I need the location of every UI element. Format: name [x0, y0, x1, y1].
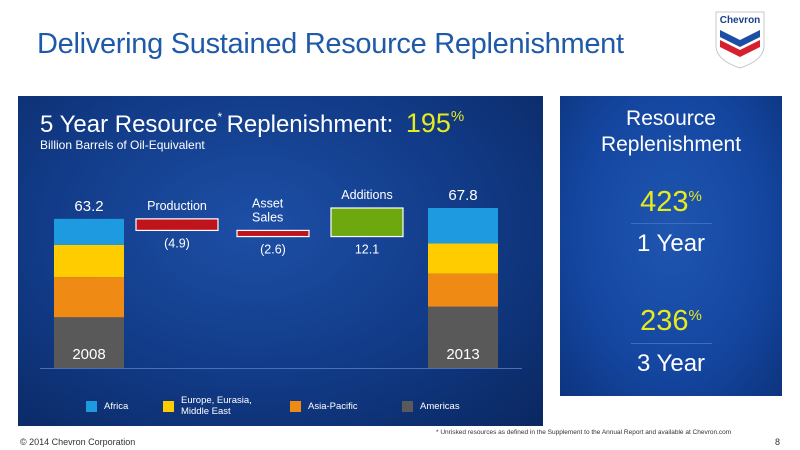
change-value-label: (2.6)	[260, 243, 286, 257]
replenishment-title: Resource Replenishment	[600, 107, 742, 156]
legend-label: Americas	[420, 401, 460, 412]
metric-3yr-unit: %	[688, 307, 702, 324]
chevron-logo: Chevron	[712, 6, 768, 70]
chart-title-suffix: Replenishment:	[226, 111, 394, 138]
change-bar	[135, 218, 219, 232]
metric-3yr-value: 236%	[560, 305, 782, 338]
bar-segment-2008	[54, 244, 124, 278]
legend-label: Europe, Eurasia, Middle East	[181, 395, 252, 417]
bar-segment-2008	[54, 317, 124, 368]
change-bar	[236, 229, 310, 238]
metric-divider	[631, 223, 712, 224]
change-category-label: Production	[147, 199, 207, 213]
replenishment-unit: %	[450, 108, 465, 125]
copyright: © 2014 Chevron Corporation	[20, 437, 136, 447]
legend-label: Africa	[104, 401, 129, 412]
metric-1yr-label: 1 Year	[636, 230, 706, 257]
bar-category-label: 2008	[72, 346, 105, 363]
legend-item: Asia-Pacific	[290, 401, 358, 412]
bar-segment-2013	[428, 208, 498, 244]
chart-legend: Africa Europe, Eurasia, Middle East Asia-P…	[18, 392, 543, 426]
bar-segment-2008	[54, 218, 124, 245]
metric-3yr-label: 3 Year	[636, 350, 706, 377]
chart-title-prefix: 5 Year Resource	[40, 111, 218, 138]
chart-panel: 5 Year Resource* Replenishment: 195% Bil…	[18, 96, 543, 426]
legend-label: Asia-Pacific	[308, 401, 358, 412]
legend-swatch	[402, 401, 413, 412]
chart-title: 5 Year Resource* Replenishment: 195%	[40, 108, 464, 139]
slide-title: Delivering Sustained Resource Replenishm…	[37, 28, 624, 60]
metric-1yr-number: 423	[640, 186, 689, 218]
legend-item: Africa	[86, 401, 128, 412]
bar-segment-2008	[54, 277, 124, 318]
replenishment-percent: 195%	[406, 108, 464, 138]
bar-segment-2013	[428, 273, 498, 307]
page-number: 8	[775, 437, 781, 447]
legend-swatch	[163, 400, 174, 412]
replenishment-panel: Resource Replenishment 423% 1 Year 236% …	[560, 96, 782, 396]
legend-swatch	[86, 401, 97, 412]
bar-total-label: 63.2	[74, 198, 103, 215]
change-category-label: Sales	[252, 210, 283, 224]
footnote: * Unrisked resources as defined in the S…	[436, 429, 732, 436]
bar-segment-2013	[428, 243, 498, 274]
legend-item: Americas	[402, 401, 460, 412]
chart-title-asterisk: *	[217, 110, 223, 124]
change-value-label: 12.1	[355, 243, 379, 257]
change-value-label: (4.9)	[164, 236, 190, 250]
metric-1yr-value: 423%	[560, 186, 782, 219]
logo-text: Chevron	[720, 15, 761, 26]
waterfall-chart: 63.2 2008 67.8 2013 Production (4.9) AssetSale…	[54, 187, 498, 368]
change-category-label: Additions	[341, 188, 392, 202]
chart-subtitle: Billion Barrels of Oil-Equivalent	[40, 138, 205, 152]
replenishment-value: 195	[405, 108, 451, 138]
legend-swatch	[290, 401, 301, 412]
metric-1yr-unit: %	[688, 188, 702, 205]
metric-3yr-number: 236	[640, 305, 689, 337]
legend-item: Europe, Eurasia, Middle East	[163, 395, 252, 417]
bar-segment-2013	[428, 306, 498, 368]
bar-total-label: 67.8	[448, 187, 477, 204]
chart-baseline	[40, 368, 522, 369]
change-category-label: Asset	[252, 196, 284, 210]
metric-divider	[631, 343, 712, 344]
bar-category-label: 2013	[446, 346, 479, 363]
change-bar	[330, 207, 404, 238]
